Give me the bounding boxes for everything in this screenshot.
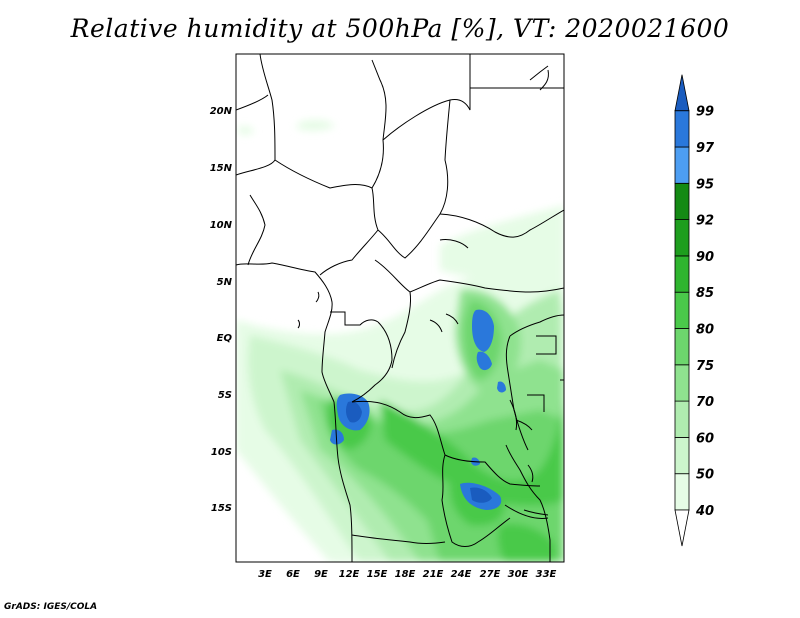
colorbar-label: 92	[696, 214, 714, 229]
colorbar-label: 80	[696, 323, 714, 338]
latitude-labels: 20N 15N 10N 5N EQ 5S 10S 15S	[210, 106, 233, 514]
colorbar: 40 50 60 70 75 80 85 90 92 95 97 99	[674, 74, 715, 547]
coastlines-and-borders	[236, 54, 564, 562]
lon-label: 33E	[536, 569, 557, 580]
lat-label: 15N	[210, 163, 233, 174]
lon-label: 6E	[286, 569, 300, 580]
colorbar-segment	[674, 436, 690, 475]
lat-label: 5N	[217, 277, 233, 288]
colorbar-top-arrow	[674, 74, 690, 112]
colorbar-segment	[674, 291, 690, 329]
map-title: Relative humidity at 500hPa [%], VT: 202…	[70, 14, 730, 43]
lon-label: 3E	[258, 569, 272, 580]
lat-label: 15S	[211, 503, 232, 514]
lat-label: 10S	[211, 447, 232, 458]
longitude-labels: 3E 6E 9E 12E 15E 18E 21E 24E 27E 30E 33E	[258, 569, 556, 580]
colorbar-segment	[674, 328, 690, 366]
colorbar-label: 95	[696, 177, 714, 192]
lat-label: 5S	[218, 390, 232, 401]
colorbar-label: 50	[696, 468, 714, 483]
lon-label: 27E	[480, 569, 501, 580]
colorbar-segment	[674, 255, 690, 293]
lon-label: 9E	[314, 569, 328, 580]
colorbar-label: 85	[696, 286, 714, 301]
lat-label: 10N	[210, 220, 233, 231]
colorbar-label: 40	[695, 504, 714, 519]
colorbar-bottom-arrow	[674, 509, 690, 547]
colorbar-label: 97	[696, 141, 715, 156]
colorbar-segment	[674, 110, 690, 148]
colorbar-label: 75	[696, 359, 714, 374]
map-frame	[235, 53, 565, 563]
colorbar-label: 90	[696, 250, 714, 265]
colorbar-label: 99	[696, 105, 714, 120]
colorbar-label: 70	[696, 395, 714, 410]
lon-label: 15E	[367, 569, 388, 580]
humidity-field	[236, 119, 564, 562]
lon-label: 24E	[451, 569, 472, 580]
colorbar-segment	[674, 219, 690, 257]
credit-label: GrADS: IGES/COLA	[4, 602, 98, 612]
lon-label: 30E	[508, 569, 529, 580]
lat-label: 20N	[210, 106, 233, 117]
colorbar-segment	[674, 364, 690, 402]
lon-label: 21E	[423, 569, 444, 580]
lon-label: 12E	[339, 569, 360, 580]
lon-label: 18E	[395, 569, 416, 580]
lat-label: EQ	[217, 333, 233, 344]
colorbar-segment	[674, 400, 690, 438]
colorbar-segment	[674, 146, 690, 184]
colorbar-segment	[674, 182, 690, 221]
colorbar-segment	[674, 473, 690, 511]
colorbar-label: 60	[696, 431, 714, 446]
